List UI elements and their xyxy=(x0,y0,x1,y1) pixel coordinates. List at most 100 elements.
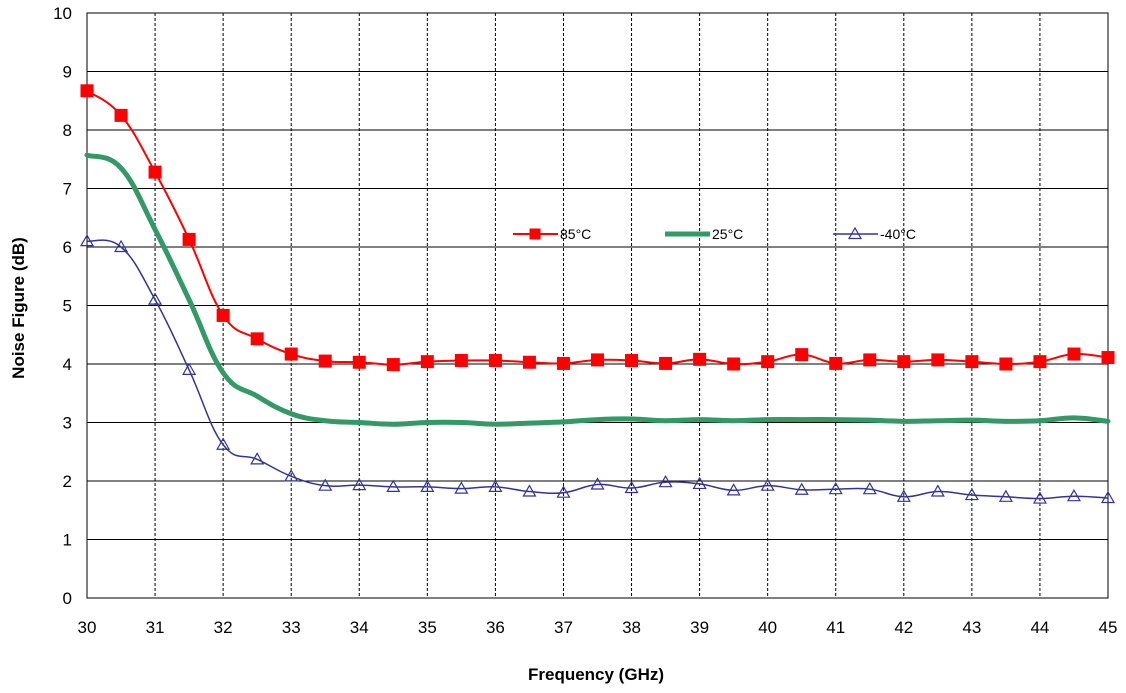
y-tick-label: 8 xyxy=(63,121,72,140)
x-tick-label: 36 xyxy=(486,618,505,637)
data-point--40C xyxy=(964,487,979,501)
data-point-85C xyxy=(182,232,196,246)
data-point--40C xyxy=(420,479,435,492)
x-tick-label: 41 xyxy=(826,618,845,637)
series-2 xyxy=(79,233,1116,504)
data-point-85C xyxy=(352,355,366,369)
x-tick-label: 34 xyxy=(350,618,369,637)
x-tick-label: 37 xyxy=(554,618,573,637)
tick-labels: 30 31 32 33 34 35 36 37 38 39 40 41 42 43 44 4501234567… xyxy=(53,4,1117,637)
series-1 xyxy=(84,152,1111,427)
data-point--40C xyxy=(692,476,707,490)
x-tick-label: 33 xyxy=(282,618,301,637)
data-point--40C xyxy=(522,484,537,497)
legend-marker--40C xyxy=(847,226,863,240)
data-point--40C xyxy=(216,437,231,450)
legend: 85°C 25°C -40°C xyxy=(513,226,916,242)
data-point--40C xyxy=(590,477,605,490)
data-point-85C xyxy=(284,347,298,361)
data-point--40C xyxy=(148,292,163,305)
y-tick-label: 4 xyxy=(63,355,72,374)
data-point--40C xyxy=(1100,490,1116,504)
legend-label: -40°C xyxy=(880,226,916,242)
series-group xyxy=(79,84,1116,504)
data-point-85C xyxy=(454,353,468,367)
y-tick-label: 9 xyxy=(63,63,72,82)
data-point--40C xyxy=(624,480,639,494)
series-0 xyxy=(80,84,1115,372)
x-tick-label: 31 xyxy=(146,618,165,637)
data-point-85C xyxy=(829,356,843,370)
legend-label: 25°C xyxy=(712,226,743,242)
data-point--40C xyxy=(488,479,503,492)
y-tick-label: 3 xyxy=(63,414,72,433)
data-point-85C xyxy=(1033,355,1047,369)
y-tick-label: 10 xyxy=(53,4,72,23)
data-point-85C xyxy=(931,353,945,367)
data-point-85C xyxy=(522,355,536,369)
data-point-85C xyxy=(216,308,230,322)
data-point--40C xyxy=(182,362,197,375)
data-point--40C xyxy=(79,233,95,247)
data-point--40C xyxy=(454,481,469,494)
data-point--40C xyxy=(726,483,741,496)
data-point--40C xyxy=(998,489,1013,502)
data-point-85C xyxy=(863,353,877,367)
series-line-25C xyxy=(84,152,1111,427)
y-tick-label: 5 xyxy=(63,297,72,316)
data-point--40C xyxy=(318,478,333,491)
y-axis-label: Noise Figure (dB) xyxy=(9,237,28,379)
data-point-85C xyxy=(488,353,502,367)
x-tick-label: 40 xyxy=(758,618,777,637)
data-point-85C xyxy=(693,352,707,366)
data-point-85C xyxy=(114,108,128,122)
x-tick-label: 45 xyxy=(1099,618,1118,637)
data-point-85C xyxy=(659,356,673,370)
data-point-85C xyxy=(148,165,162,179)
data-point--40C xyxy=(284,469,299,482)
y-tick-label: 7 xyxy=(63,180,72,199)
data-point-85C xyxy=(999,357,1013,371)
data-point-85C xyxy=(591,353,604,367)
data-point-85C xyxy=(625,353,639,367)
plot-frame xyxy=(86,12,1109,599)
data-point-85C xyxy=(727,357,741,371)
x-tick-label: 35 xyxy=(418,618,437,637)
x-tick-label: 43 xyxy=(962,618,981,637)
data-point--40C xyxy=(556,485,571,498)
x-tick-label: 44 xyxy=(1030,618,1049,637)
data-point-85C xyxy=(1101,351,1115,365)
data-point-85C xyxy=(897,355,911,369)
series-line--40C xyxy=(86,239,1109,500)
data-point-85C xyxy=(420,355,434,369)
data-point-85C xyxy=(250,332,264,346)
data-point-85C xyxy=(965,355,979,369)
x-tick-label: 32 xyxy=(214,618,233,637)
data-point--40C xyxy=(828,481,843,495)
data-point--40C xyxy=(250,452,265,465)
data-point--40C xyxy=(658,474,673,488)
grid xyxy=(86,12,1109,599)
data-point--40C xyxy=(386,479,401,492)
data-point-85C xyxy=(1067,347,1081,361)
x-tick-label: 30 xyxy=(78,618,97,637)
data-point--40C xyxy=(896,489,911,502)
data-point--40C xyxy=(862,481,877,495)
y-tick-label: 6 xyxy=(63,238,72,257)
data-point--40C xyxy=(113,239,129,253)
y-tick-label: 2 xyxy=(63,472,72,491)
data-point-85C xyxy=(386,358,400,372)
legend-marker-85C xyxy=(529,228,541,240)
x-tick-label: 38 xyxy=(622,618,641,637)
data-point-85C xyxy=(318,354,332,368)
data-point--40C xyxy=(1032,491,1047,504)
data-point--40C xyxy=(1066,489,1082,502)
data-point--40C xyxy=(352,477,367,491)
x-tick-label: 39 xyxy=(690,618,709,637)
legend-label: 85°C xyxy=(560,226,591,242)
data-point--40C xyxy=(930,484,945,497)
data-point--40C xyxy=(760,478,775,491)
y-tick-label: 0 xyxy=(63,589,72,608)
data-point-85C xyxy=(556,356,570,370)
